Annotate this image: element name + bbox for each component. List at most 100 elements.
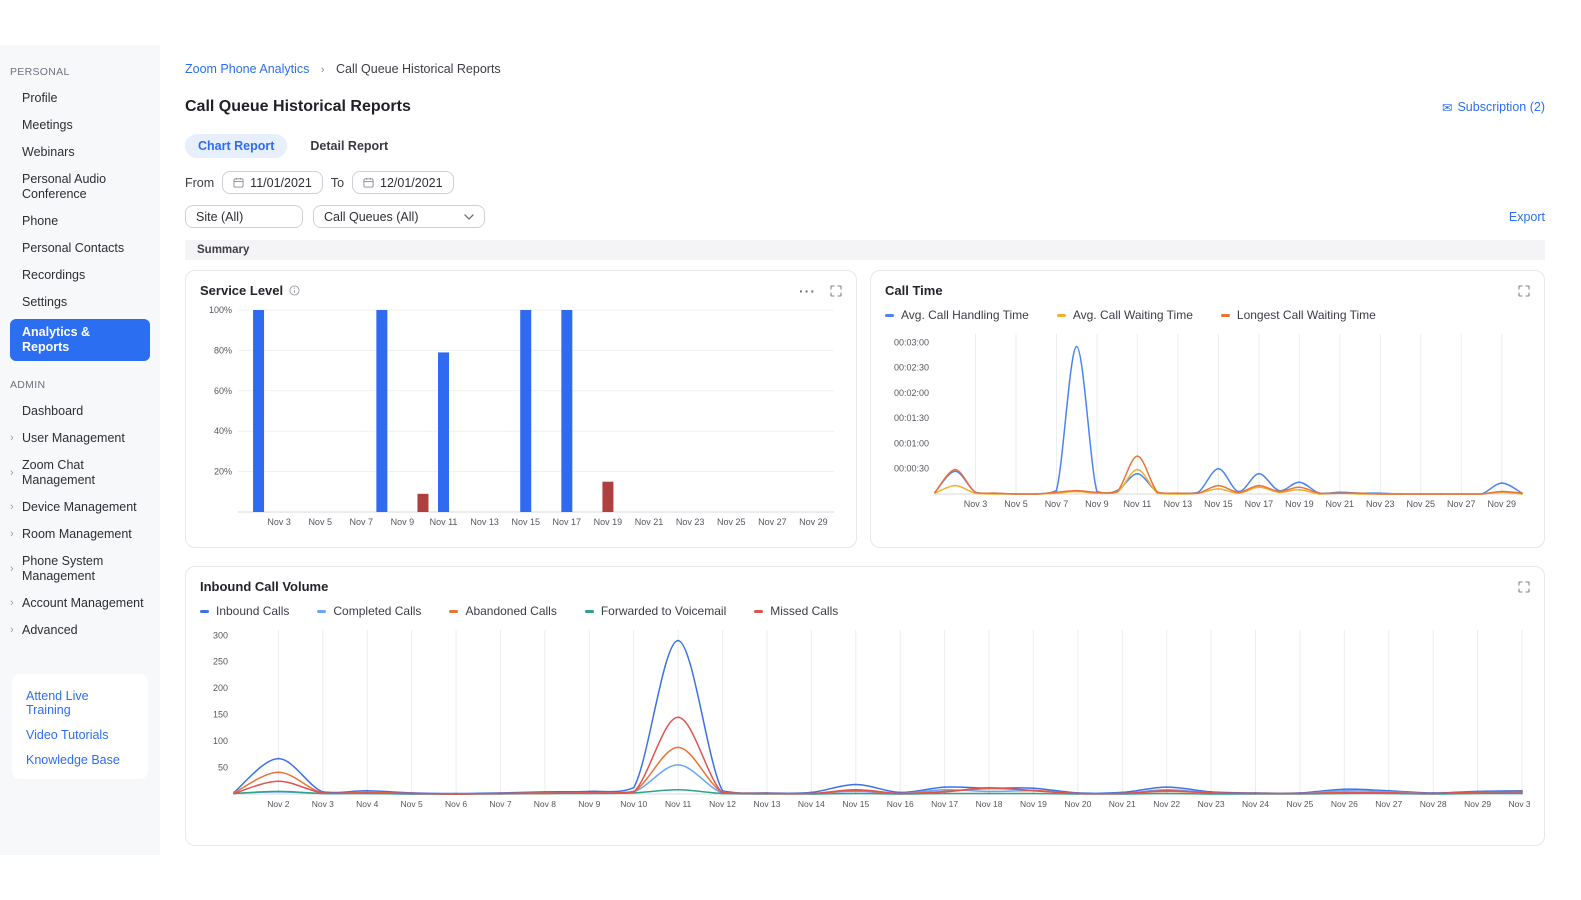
breadcrumb-separator: › [320, 64, 325, 76]
sidebar-item-label: Meetings [22, 118, 73, 132]
site-filter[interactable]: Site (All) [185, 205, 303, 228]
svg-text:Nov 20: Nov 20 [1064, 799, 1091, 809]
sidebar-item-device-management[interactable]: › Device Management [0, 494, 160, 521]
info-icon[interactable] [289, 285, 300, 296]
legend-label: Completed Calls [333, 604, 422, 618]
subscription-label: Subscription (2) [1457, 100, 1545, 114]
to-date-input[interactable]: 12/01/2021 [352, 171, 454, 194]
svg-text:Nov 9: Nov 9 [391, 517, 415, 527]
svg-text:Nov 25: Nov 25 [1286, 799, 1313, 809]
sidebar-item-advanced[interactable]: › Advanced [0, 617, 160, 644]
legend-item[interactable]: Completed Calls [317, 604, 421, 618]
help-link-video-tutorials[interactable]: Video Tutorials [26, 728, 109, 742]
sidebar-item-label: Device Management [22, 500, 137, 514]
sidebar-item-analytics-reports[interactable]: Analytics & Reports [10, 319, 150, 361]
svg-text:Nov 11: Nov 11 [1123, 499, 1151, 509]
call-queues-filter[interactable]: Call Queues (All) [313, 205, 485, 228]
expand-icon[interactable] [1518, 284, 1530, 297]
svg-text:150: 150 [213, 710, 228, 720]
sidebar-item-label: Zoom Chat Management [22, 458, 95, 487]
sidebar-item-label: Webinars [22, 145, 75, 159]
svg-text:Nov 19: Nov 19 [594, 517, 623, 527]
legend-label: Avg. Call Waiting Time [1072, 308, 1193, 322]
inbound-call-volume-card: Inbound Call Volume Inbound Calls Complet… [185, 566, 1545, 846]
svg-text:250: 250 [213, 657, 228, 667]
svg-text:Nov 23: Nov 23 [1198, 799, 1225, 809]
svg-text:Nov 24: Nov 24 [1242, 799, 1269, 809]
sidebar-item-settings[interactable]: Settings [0, 289, 160, 316]
sidebar-item-webinars[interactable]: Webinars [0, 139, 160, 166]
legend-item[interactable]: Longest Call Waiting Time [1220, 308, 1376, 322]
page-title: Call Queue Historical Reports [185, 98, 411, 115]
legend-item[interactable]: Abandoned Calls [449, 604, 557, 618]
sidebar-item-meetings[interactable]: Meetings [0, 112, 160, 139]
help-link-knowledge-base[interactable]: Knowledge Base [26, 753, 120, 767]
sidebar-item-personal-contacts[interactable]: Personal Contacts [0, 235, 160, 262]
summary-label: Summary [197, 244, 250, 256]
to-date-value: 12/01/2021 [380, 175, 443, 190]
chevron-right-icon: › [10, 501, 14, 513]
subscription-link[interactable]: ✉ Subscription (2) [1442, 100, 1545, 115]
expand-icon[interactable] [830, 284, 842, 297]
svg-text:Nov 5: Nov 5 [401, 799, 423, 809]
calendar-icon [233, 177, 244, 188]
sidebar-item-phone[interactable]: Phone [0, 208, 160, 235]
svg-text:Nov 13: Nov 13 [1164, 499, 1193, 509]
sidebar-item-account-management[interactable]: › Account Management [0, 590, 160, 617]
svg-text:Nov 12: Nov 12 [709, 799, 736, 809]
legend-item[interactable]: Forwarded to Voicemail [584, 604, 726, 618]
more-options-icon[interactable]: ··· [799, 282, 816, 299]
breadcrumb-current: Call Queue Historical Reports [336, 62, 501, 76]
from-date-input[interactable]: 11/01/2021 [222, 171, 323, 194]
legend-marker [754, 609, 764, 613]
legend-label: Missed Calls [770, 604, 839, 618]
legend-item[interactable]: Avg. Call Waiting Time [1056, 308, 1193, 322]
inbound-call-volume-legend: Inbound Calls Completed Calls Abandoned Ca… [200, 604, 1530, 618]
service-level-title: Service Level [200, 283, 284, 298]
legend-item[interactable]: Inbound Calls [200, 604, 289, 618]
sidebar-section-label: PERSONAL [10, 66, 70, 78]
svg-text:Nov 15: Nov 15 [1204, 499, 1233, 509]
svg-text:Nov 21: Nov 21 [1109, 799, 1136, 809]
chevron-right-icon: › [10, 528, 14, 540]
sidebar-item-room-management[interactable]: › Room Management [0, 521, 160, 548]
svg-text:Nov 23: Nov 23 [676, 517, 705, 527]
tab-detail-report[interactable]: Detail Report [297, 134, 401, 158]
sidebar-item-zoom-chat-management[interactable]: › Zoom Chat Management [0, 452, 160, 494]
legend-marker [317, 609, 327, 613]
svg-text:Nov 8: Nov 8 [534, 799, 556, 809]
legend-marker [1056, 313, 1066, 317]
svg-text:00:01:00: 00:01:00 [894, 438, 929, 448]
sidebar-item-user-management[interactable]: › User Management [0, 425, 160, 452]
legend-item[interactable]: Avg. Call Handling Time [885, 308, 1029, 322]
svg-text:Nov 2: Nov 2 [267, 799, 289, 809]
envelope-icon: ✉ [1441, 100, 1453, 115]
sidebar-item-profile[interactable]: Profile [0, 85, 160, 112]
sidebar-item-recordings[interactable]: Recordings [0, 262, 160, 289]
sidebar-item-phone-system-management[interactable]: › Phone System Management [0, 548, 160, 590]
svg-text:Nov 9: Nov 9 [578, 799, 600, 809]
svg-text:Nov 17: Nov 17 [931, 799, 958, 809]
top-whitespace [0, 0, 1581, 45]
svg-text:Nov 3: Nov 3 [312, 799, 334, 809]
tab-chart-report[interactable]: Chart Report [185, 134, 288, 158]
svg-text:Nov 28: Nov 28 [1420, 799, 1447, 809]
sidebar-section-label: ADMIN [10, 379, 46, 391]
svg-text:Nov 27: Nov 27 [758, 517, 787, 527]
svg-text:60%: 60% [214, 386, 232, 396]
sidebar-item-personal-audio-conference[interactable]: Personal Audio Conference [0, 166, 160, 208]
summary-bar: Summary [185, 240, 1545, 260]
breadcrumb-parent-link[interactable]: Zoom Phone Analytics [185, 62, 310, 76]
legend-item[interactable]: Missed Calls [754, 604, 838, 618]
help-link-attend-live-training[interactable]: Attend Live Training [26, 689, 89, 717]
svg-text:300: 300 [213, 630, 228, 640]
sidebar-item-dashboard[interactable]: Dashboard [0, 398, 160, 425]
svg-text:Nov 5: Nov 5 [308, 517, 332, 527]
svg-text:Nov 25: Nov 25 [1407, 499, 1436, 509]
svg-text:Nov 21: Nov 21 [1326, 499, 1355, 509]
export-link[interactable]: Export [1508, 209, 1545, 224]
service-level-card: Service Level ··· 100% 80% 60% 40% 20% Nov 3 N… [185, 270, 857, 548]
legend-marker [449, 609, 459, 613]
expand-icon[interactable] [1518, 580, 1530, 593]
